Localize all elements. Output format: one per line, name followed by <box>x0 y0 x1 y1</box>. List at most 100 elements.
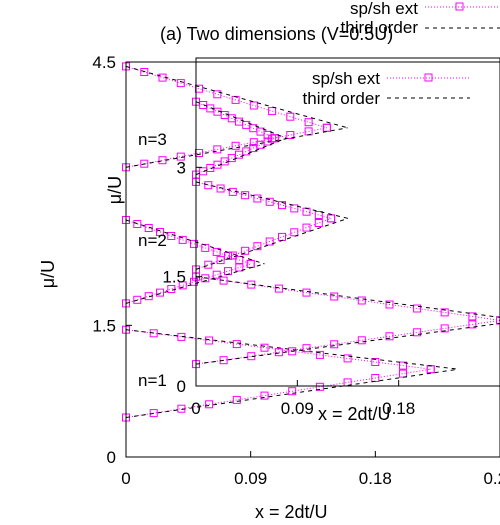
ext-data-point <box>302 344 311 353</box>
ext-data-point <box>235 263 244 272</box>
ext-data-point <box>288 347 297 356</box>
ext-data-point <box>156 228 164 236</box>
ext-data-point <box>205 336 214 345</box>
x-tick-label: 0.18 <box>382 399 415 418</box>
ext-data-point <box>156 288 164 297</box>
annotation-n2: n=2 <box>138 231 167 250</box>
third-lobe-2-lower-branch <box>195 217 349 270</box>
ext-data-point <box>330 292 339 301</box>
ext-lobe-2-upper-branch <box>195 181 332 219</box>
ext-data-point <box>241 191 250 200</box>
ext-data-point <box>274 284 283 293</box>
ext-data-point <box>241 246 250 255</box>
third-lobe-2-upper-branch <box>125 219 265 265</box>
ext-data-point <box>224 267 232 276</box>
ext-data-point <box>195 149 203 157</box>
y-tick-label: 3 <box>177 158 186 177</box>
ext-data-point <box>176 79 185 88</box>
ext-data-point <box>232 340 241 349</box>
ext-data-point <box>274 348 283 357</box>
ext-lobe-2-lower-branch <box>125 263 251 304</box>
ext-data-point <box>178 235 187 244</box>
annotation-n1: n=1 <box>138 371 167 390</box>
outer-y-axis-label: μ/U <box>38 260 58 288</box>
inset-plot: 0 0.09 0.18 0 1.5 3 x = 2dt/U μ/U sp/sh ext t… <box>105 57 500 424</box>
ext-data-point <box>343 354 352 363</box>
ext-data-point <box>212 247 221 256</box>
ext-data-point <box>228 187 237 196</box>
ext-data-point <box>149 409 158 418</box>
ext-data-point <box>265 197 274 206</box>
ext-data-point <box>278 232 286 241</box>
inset-legend-label-third: third order <box>303 89 381 108</box>
ext-data-point <box>204 260 213 269</box>
ext-data-point <box>286 112 295 121</box>
ext-data-point <box>235 117 243 126</box>
ext-data-point <box>133 295 142 304</box>
inset-ticks: 0 0.09 0.18 0 1.5 3 <box>162 158 415 418</box>
ext-data-point <box>496 316 500 325</box>
y-tick-label: 0 <box>107 448 116 467</box>
ext-data-point <box>302 223 311 232</box>
inset-legend-marker-ext <box>424 73 433 82</box>
third-lobe-1-upper-branch <box>125 329 459 370</box>
ext-data-point <box>288 387 297 396</box>
ext-data-point <box>302 288 311 297</box>
third-lobe-3-upper-branch <box>125 65 348 129</box>
ext-data-point <box>371 358 380 366</box>
ext-data-point <box>220 157 229 166</box>
outer-chart-title: (a) Two dimensions (V=0.5U) <box>160 24 393 44</box>
ext-data-point <box>249 101 258 110</box>
outer-legend-label-ext: sp/sh ext <box>350 0 418 18</box>
ext-data-point <box>399 369 407 378</box>
inset-x-axis-label: x = 2dt/U <box>318 404 391 424</box>
outer-legend-label-third: third order <box>341 18 419 37</box>
ext-lobe-3-lower-branch <box>195 137 276 176</box>
ext-data-point <box>290 228 299 237</box>
ext-data-point <box>260 391 269 400</box>
ext-data-point <box>468 312 477 321</box>
inset-y-axis-label: μ/U <box>105 176 125 204</box>
ext-data-point <box>242 120 251 129</box>
ext-data-point <box>268 107 277 116</box>
third-lobe-3-lower-branch <box>125 127 348 168</box>
ext-data-point <box>304 118 313 127</box>
ext-data-point <box>260 343 269 352</box>
inset-legend: sp/sh ext third order <box>303 69 470 108</box>
ext-data-point <box>199 167 208 176</box>
x-tick-label: 0 <box>191 399 200 418</box>
ext-data-point <box>265 237 274 246</box>
ext-lobe-3-upper-branch <box>125 65 328 129</box>
ext-data-point <box>253 194 262 203</box>
ext-data-point <box>468 320 477 329</box>
ext-data-point <box>290 204 299 213</box>
ext-data-point <box>440 324 449 333</box>
ext-data-point <box>149 329 158 338</box>
ext-data-point <box>190 239 198 248</box>
outer-legend-marker-ext <box>455 2 464 11</box>
outer-ticks: 0 0.09 0.18 0.27 0 1.5 4.5 <box>92 53 500 488</box>
ext-data-point <box>270 134 279 143</box>
inset-plot-frame <box>195 57 500 387</box>
ext-data-point <box>315 350 324 359</box>
annotation-n3: n=3 <box>138 130 167 149</box>
third-lobe-3-upper-branch <box>195 101 287 139</box>
x-tick-label: 0.27 <box>483 469 500 488</box>
ext-data-point <box>327 214 336 223</box>
ext-lobe-2-upper-branch <box>125 219 251 265</box>
ext-data-point <box>219 356 228 365</box>
ext-data-point <box>213 90 222 99</box>
outer-x-axis-label: x = 2dt/U <box>255 502 328 522</box>
ext-data-point <box>216 256 225 265</box>
ext-data-point <box>235 150 243 159</box>
x-tick-label: 0.09 <box>234 469 267 488</box>
ext-data-point <box>213 145 222 154</box>
ext-data-point <box>140 68 149 76</box>
ext-data-point <box>216 184 225 193</box>
ext-data-point <box>133 220 142 228</box>
ext-data-point <box>167 232 176 240</box>
ext-data-point <box>315 382 324 391</box>
ext-lobe-1-lower-branch <box>195 319 500 365</box>
ext-data-point <box>357 336 366 345</box>
ext-data-point <box>178 281 187 290</box>
